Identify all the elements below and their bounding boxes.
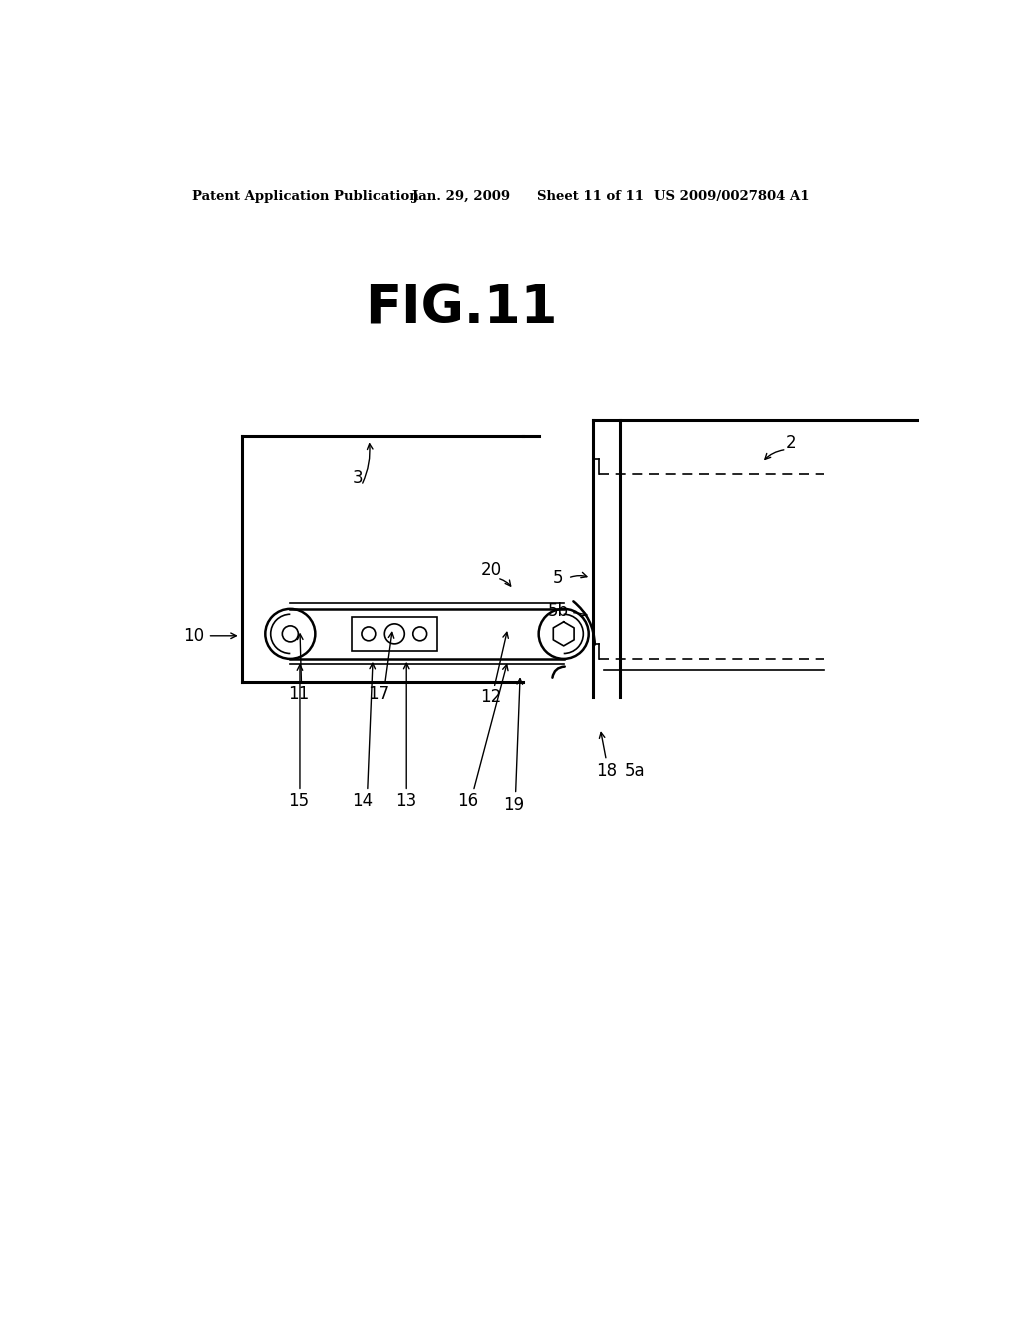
Text: 13: 13 xyxy=(395,792,417,810)
Text: 5a: 5a xyxy=(625,762,645,780)
Text: 16: 16 xyxy=(458,792,478,810)
Text: 11: 11 xyxy=(288,685,309,702)
Text: Patent Application Publication: Patent Application Publication xyxy=(193,190,419,203)
Text: 3: 3 xyxy=(352,469,364,487)
Bar xyxy=(352,618,436,651)
Text: 5b: 5b xyxy=(548,602,568,620)
Text: 19: 19 xyxy=(504,796,524,814)
FancyArrowPatch shape xyxy=(573,602,595,644)
Text: 12: 12 xyxy=(480,689,502,706)
Text: 2: 2 xyxy=(785,434,797,453)
Text: US 2009/0027804 A1: US 2009/0027804 A1 xyxy=(654,190,810,203)
Text: 20: 20 xyxy=(480,561,502,579)
Text: 10: 10 xyxy=(183,627,204,644)
Text: 15: 15 xyxy=(288,792,309,810)
Text: 17: 17 xyxy=(368,685,389,702)
Text: 5: 5 xyxy=(553,569,563,587)
Text: 14: 14 xyxy=(352,792,374,810)
Text: Sheet 11 of 11: Sheet 11 of 11 xyxy=(538,190,644,203)
Text: FIG.11: FIG.11 xyxy=(366,282,558,334)
FancyArrowPatch shape xyxy=(552,667,565,677)
Text: 18: 18 xyxy=(596,762,617,780)
Text: Jan. 29, 2009: Jan. 29, 2009 xyxy=(412,190,510,203)
